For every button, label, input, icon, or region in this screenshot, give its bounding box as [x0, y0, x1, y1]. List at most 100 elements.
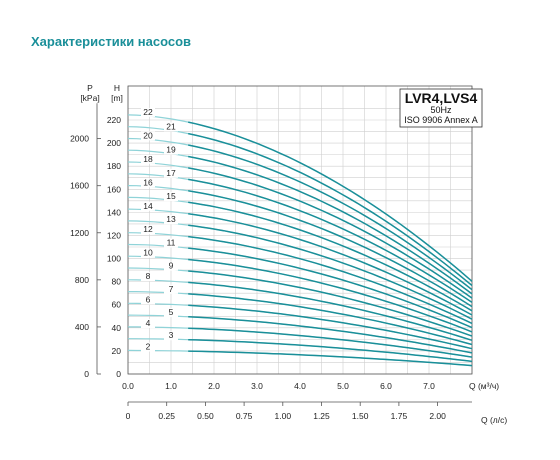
stage-label-bg [164, 192, 178, 202]
stage-label: 22 [143, 107, 153, 117]
x2-tick-label: 0.50 [197, 411, 214, 421]
h-axis-label: H [114, 83, 120, 93]
stage-label-bg [141, 131, 155, 141]
stage-label: 17 [166, 168, 176, 178]
x-tick-label: 7.0 [423, 381, 435, 391]
stage-label: 11 [167, 237, 176, 247]
p-axis-unit: [kPa] [80, 93, 99, 103]
x-tick-label: 0.0 [122, 381, 134, 391]
curve-stage [188, 212, 473, 316]
p-tick-label: 2000 [70, 134, 89, 144]
stage-label-bg [164, 308, 178, 318]
curve-stage [188, 201, 473, 312]
x2-tick-label: 1.25 [313, 411, 330, 421]
stage-label: 20 [143, 130, 153, 140]
stage-label-bg [164, 168, 178, 178]
x2-tick-label: 0.75 [236, 411, 253, 421]
stage-label: 12 [143, 224, 153, 234]
curve-stage [188, 281, 473, 342]
stage-label: 16 [143, 177, 153, 187]
curve-stage [188, 338, 473, 363]
stage-label-bg [164, 122, 178, 132]
x-tick-label: 5.0 [337, 381, 349, 391]
stage-label: 14 [143, 201, 153, 211]
curve-stage [188, 327, 473, 358]
curve-stage [188, 258, 473, 333]
curve-stage [188, 144, 473, 291]
stage-label: 9 [169, 261, 174, 271]
h-tick-label: 80 [112, 277, 122, 287]
stage-label-bg [141, 201, 155, 211]
stage-label-bg [141, 225, 155, 235]
x2-tick-label: 1.75 [391, 411, 408, 421]
curve-stage [188, 350, 473, 367]
axes-group: 0204060801001201401601802002200400800120… [70, 103, 472, 421]
x-tick-label: 4.0 [294, 381, 306, 391]
stage-label: 15 [166, 191, 176, 201]
stage-label: 2 [146, 342, 151, 352]
h-tick-label: 200 [107, 138, 121, 148]
stage-label-bg [164, 261, 178, 271]
h-tick-label: 60 [112, 300, 122, 310]
stage-label-bg [164, 284, 178, 294]
stage-label: 10 [143, 248, 153, 258]
stage-label: 13 [166, 214, 176, 224]
p-tick-label: 0 [84, 369, 89, 379]
p-tick-label: 800 [75, 275, 89, 285]
stage-label-bg [141, 272, 155, 282]
stage-label-bg [141, 248, 155, 258]
curve-stage [188, 155, 473, 295]
curve-stage [188, 167, 473, 299]
h-tick-label: 120 [107, 230, 121, 240]
h-tick-label: 140 [107, 207, 121, 217]
curve-stage [188, 270, 473, 337]
stage-label-bg [141, 178, 155, 188]
stage-label-bg [141, 154, 155, 164]
curves-group [127, 114, 473, 367]
stage-label: 21 [166, 121, 176, 131]
page-title: Характеристики насосов [31, 34, 192, 49]
x-tick-label: 3.0 [251, 381, 263, 391]
stage-label: 19 [166, 145, 176, 155]
stage-label-bg [164, 331, 178, 341]
x-tick-label: 1.0 [165, 381, 177, 391]
stage-label-bg [141, 342, 155, 352]
h-tick-label: 180 [107, 161, 121, 171]
x-axis-label: Q (м³/ч) [469, 381, 499, 391]
p-tick-label: 400 [75, 322, 89, 332]
legend-frequency: 50Hz [430, 105, 452, 115]
h-tick-label: 0 [116, 369, 121, 379]
legend-box [399, 88, 483, 128]
h-tick-label: 20 [112, 346, 122, 356]
stage-label: 7 [169, 284, 174, 294]
plot-frame [127, 85, 473, 375]
curve-stage [188, 178, 473, 304]
curve-stage [188, 316, 473, 354]
curve-stage [188, 190, 473, 308]
curve-stage [188, 304, 473, 350]
x2-tick-label: 0 [126, 411, 131, 421]
x-tick-label: 2.0 [208, 381, 220, 391]
p-tick-label: 1200 [70, 228, 89, 238]
stage-labels-group: 2 3 4 5 6 7 8 9 10 11 12 13 14 15 16 17 18 19 20 21 22 [141, 107, 178, 352]
stage-label: 8 [146, 271, 151, 281]
curve-stage [188, 224, 473, 320]
x2-tick-label: 0.25 [158, 411, 175, 421]
stage-label: 4 [146, 318, 151, 328]
h-tick-label: 220 [107, 115, 121, 125]
stage-label-bg [141, 295, 155, 305]
h-tick-label: 100 [107, 254, 121, 264]
x2-tick-label: 1.00 [275, 411, 292, 421]
stage-label: 5 [169, 307, 174, 317]
p-tick-label: 1600 [70, 181, 89, 191]
p-axis-label: P [87, 83, 93, 93]
stage-label-bg [164, 238, 178, 248]
h-tick-label: 40 [112, 323, 122, 333]
legend-title: LVR4,LVS4 [405, 90, 478, 106]
curve-stage [188, 121, 473, 282]
x-tick-label: 6.0 [380, 381, 392, 391]
curve-stage [188, 293, 473, 346]
legend-standard: ISO 9906 Annex A [404, 115, 478, 125]
h-tick-label: 160 [107, 184, 121, 194]
